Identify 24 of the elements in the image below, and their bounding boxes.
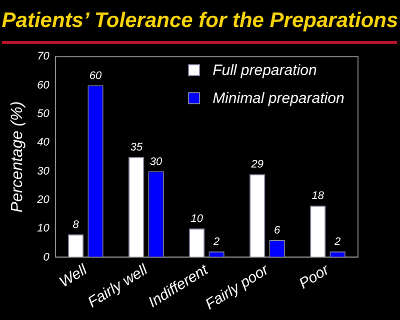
legend-label: Full preparation — [212, 62, 317, 79]
y-tick-label: 0 — [43, 251, 50, 264]
y-tick-label: 50 — [37, 108, 50, 120]
chart-title: Patients’ Tolerance for the Preparations — [0, 8, 400, 34]
data-label: 29 — [250, 158, 264, 171]
data-label: 2 — [334, 236, 341, 248]
y-tick-label: 70 — [37, 50, 50, 63]
data-label: 30 — [150, 156, 164, 168]
y-tick-label: 40 — [37, 136, 50, 149]
data-label: 2 — [212, 236, 220, 248]
y-axis-title: Percentage (%) — [9, 101, 26, 212]
y-tick-label: 30 — [37, 165, 50, 178]
data-label: 18 — [312, 190, 325, 202]
x-tick-label: Well — [56, 260, 91, 292]
data-label: 6 — [274, 224, 281, 237]
y-tick-label: 20 — [36, 194, 50, 206]
data-label: 35 — [130, 141, 144, 154]
data-label: 60 — [89, 70, 103, 82]
data-label: 10 — [190, 213, 204, 226]
y-tick-label: 10 — [37, 222, 50, 235]
legend-label: Minimal preparation — [212, 90, 344, 107]
x-tick-label: Poor — [296, 260, 333, 293]
y-tick-label: 60 — [37, 79, 50, 92]
data-label: 8 — [72, 218, 80, 231]
